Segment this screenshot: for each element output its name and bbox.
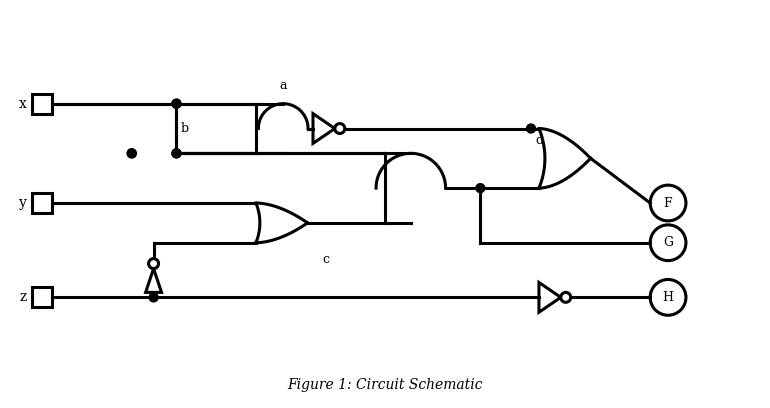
Text: b: b: [180, 122, 189, 135]
Circle shape: [149, 293, 158, 302]
Text: F: F: [664, 197, 672, 209]
Circle shape: [172, 99, 181, 108]
Circle shape: [127, 149, 136, 158]
Text: x: x: [18, 97, 26, 111]
Circle shape: [172, 149, 181, 158]
Text: d: d: [535, 135, 543, 147]
Circle shape: [172, 99, 181, 108]
Text: z: z: [19, 290, 26, 304]
Circle shape: [172, 149, 181, 158]
Circle shape: [335, 124, 345, 133]
Circle shape: [527, 124, 535, 133]
Bar: [32, 193, 52, 213]
Bar: [32, 94, 52, 113]
Text: y: y: [18, 196, 26, 210]
Text: H: H: [662, 291, 674, 304]
Circle shape: [149, 259, 159, 268]
Text: Figure 1: Circuit Schematic: Figure 1: Circuit Schematic: [287, 378, 483, 392]
Text: c: c: [323, 253, 330, 266]
Text: a: a: [280, 79, 287, 92]
Bar: [32, 287, 52, 307]
Circle shape: [561, 293, 571, 302]
Text: G: G: [663, 236, 673, 249]
Circle shape: [476, 184, 485, 193]
Circle shape: [127, 149, 136, 158]
